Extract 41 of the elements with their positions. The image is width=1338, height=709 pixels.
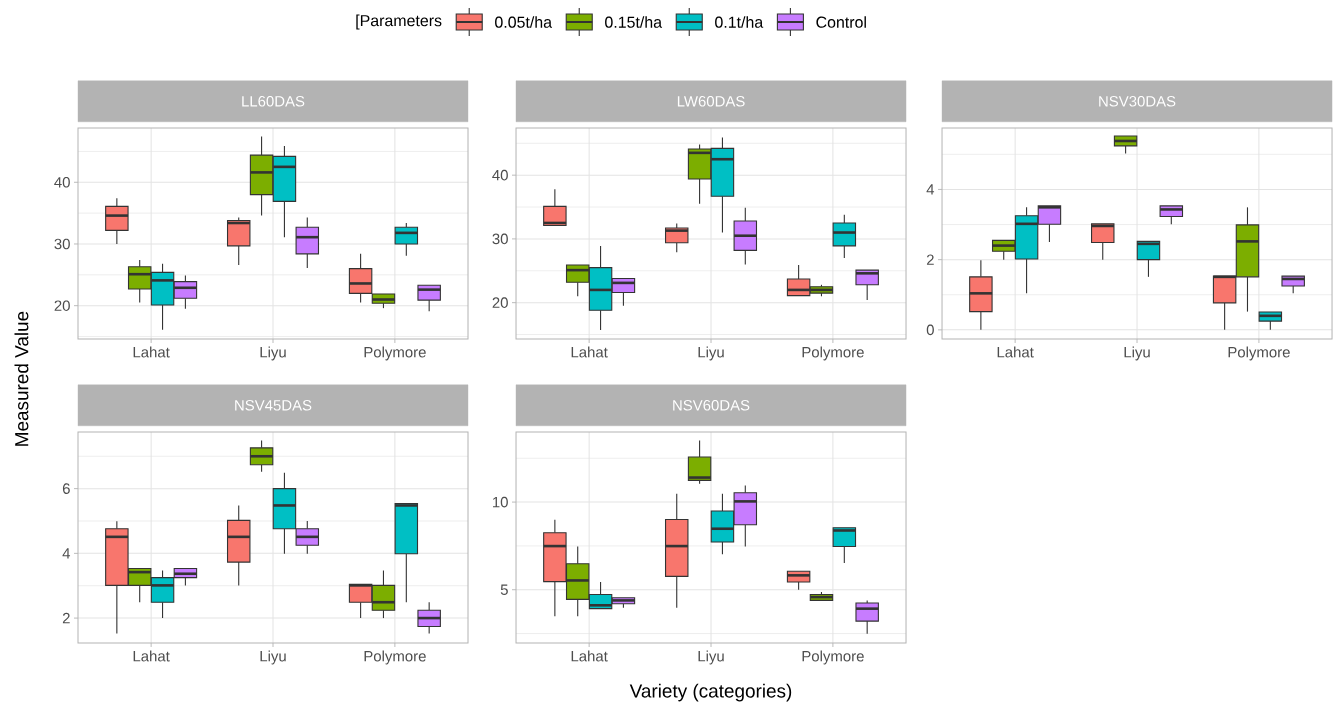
- legend-label: 0.1t/ha: [715, 16, 764, 28]
- y-tick-label: 5: [500, 584, 508, 595]
- y-tick-label: 20: [492, 297, 508, 308]
- x-tick-label: Liyu: [260, 650, 286, 665]
- legend-label: 0.15t/ha: [605, 16, 663, 28]
- y-tick-label: 40: [54, 176, 70, 188]
- x-tick-label: Polymore: [802, 346, 864, 361]
- x-tick-label: Liyu: [698, 346, 724, 361]
- y-tick-label: 6: [62, 483, 70, 494]
- y-tick-label: 4: [926, 184, 935, 195]
- y-tick-label: 2: [926, 254, 934, 265]
- legend-label: 0.05t/ha: [495, 16, 553, 28]
- x-tick-label: Lahat: [133, 650, 170, 662]
- x-tick-label: Liyu: [698, 650, 724, 665]
- y-tick-label: 40: [492, 169, 508, 181]
- x-tick-label: Polymore: [364, 346, 426, 361]
- chart-title: NSV60DAS: [673, 400, 750, 411]
- x-axis-title: Variety (categories): [629, 683, 792, 702]
- chart-title: NSV30DAS: [1099, 96, 1176, 107]
- chart-title: NSV45DAS: [235, 400, 312, 411]
- x-tick-label: Lahat: [571, 346, 608, 358]
- legend-label: Control: [816, 16, 866, 28]
- x-tick-label: Liyu: [1124, 346, 1150, 361]
- x-tick-label: Lahat: [997, 346, 1034, 358]
- x-tick-label: Polymore: [1228, 346, 1290, 361]
- x-tick-label: Lahat: [571, 650, 608, 662]
- y-tick-label: 20: [54, 300, 70, 311]
- y-tick-label: 30: [54, 238, 70, 250]
- chart-title: LL60DAS: [242, 96, 305, 107]
- y-tick-label: 0: [926, 324, 934, 336]
- legend-title: [Parameters: [356, 14, 442, 30]
- x-tick-label: Polymore: [802, 650, 864, 665]
- y-tick-label: 10: [493, 496, 508, 508]
- x-tick-label: Lahat: [133, 346, 170, 358]
- x-tick-label: Liyu: [260, 346, 286, 361]
- chart-title: LW60DAS: [677, 96, 745, 107]
- y-tick-label: 4: [62, 548, 71, 559]
- y-tick-label: 2: [62, 612, 70, 624]
- y-axis-title: Measured Value: [14, 311, 29, 446]
- x-tick-label: Polymore: [364, 650, 426, 665]
- y-tick-label: 30: [492, 233, 508, 245]
